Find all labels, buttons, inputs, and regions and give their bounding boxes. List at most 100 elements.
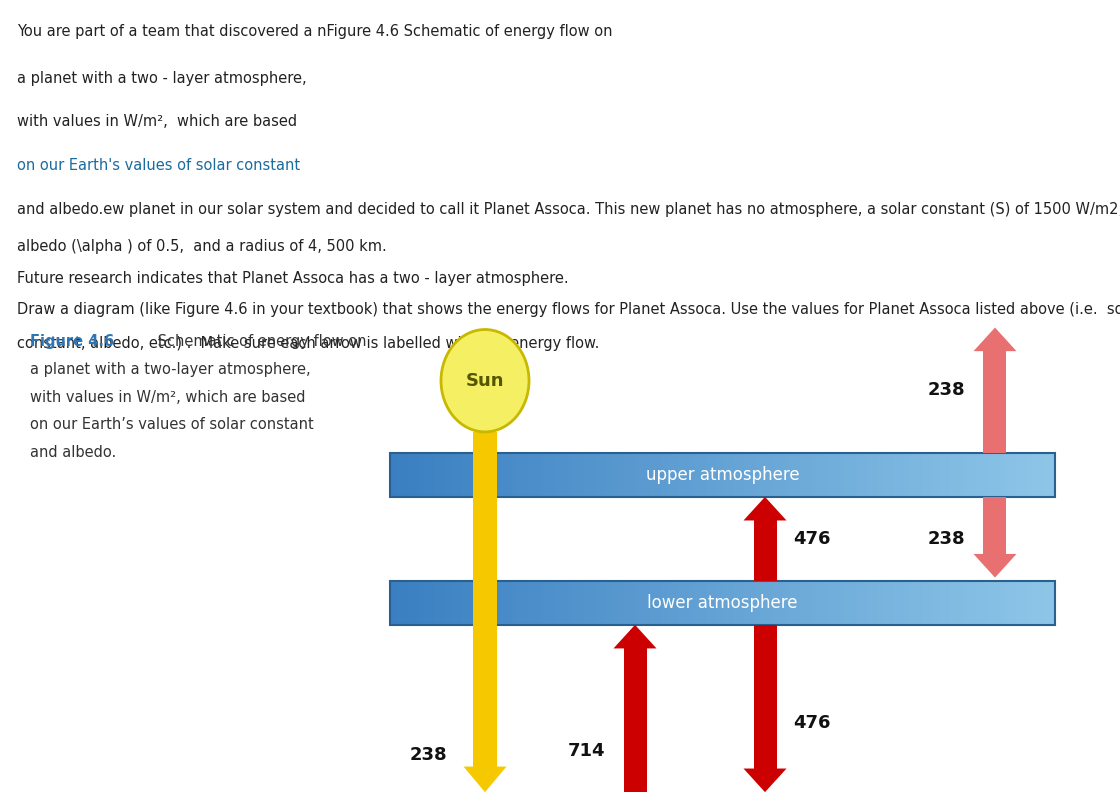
Bar xyxy=(816,581,822,625)
Bar xyxy=(617,452,623,497)
Bar xyxy=(722,452,728,497)
Bar xyxy=(656,581,662,625)
Text: upper atmosphere: upper atmosphere xyxy=(646,466,800,484)
Bar xyxy=(950,452,955,497)
Bar xyxy=(523,452,529,497)
Bar xyxy=(495,452,501,497)
Bar xyxy=(961,452,967,497)
Bar xyxy=(839,581,844,625)
Polygon shape xyxy=(973,554,1017,577)
Bar xyxy=(584,452,589,497)
Bar xyxy=(390,581,395,625)
Bar xyxy=(978,452,983,497)
Bar xyxy=(889,452,894,497)
Bar xyxy=(412,452,418,497)
Bar xyxy=(662,452,668,497)
Bar xyxy=(856,581,861,625)
Bar xyxy=(745,452,750,497)
Bar xyxy=(557,581,562,625)
Bar xyxy=(506,581,512,625)
Bar xyxy=(457,581,463,625)
Bar xyxy=(717,581,722,625)
Bar xyxy=(750,452,756,497)
Bar xyxy=(850,581,856,625)
Text: constant, albedo, etc.) .  Make sure each arrow is labelled with the energy flow: constant, albedo, etc.) . Make sure each… xyxy=(17,337,599,351)
Bar xyxy=(435,452,440,497)
Bar xyxy=(463,581,467,625)
Bar xyxy=(805,452,811,497)
Bar xyxy=(423,452,429,497)
Bar xyxy=(856,452,861,497)
Bar xyxy=(878,452,884,497)
Bar xyxy=(722,581,728,625)
Bar xyxy=(767,452,773,497)
Bar xyxy=(950,581,955,625)
Bar xyxy=(700,452,706,497)
Bar xyxy=(562,452,568,497)
Bar xyxy=(927,452,933,497)
Bar xyxy=(517,452,523,497)
Bar xyxy=(750,581,756,625)
Bar xyxy=(534,581,540,625)
Bar xyxy=(484,452,489,497)
Bar xyxy=(501,581,506,625)
Text: on our Earth's values of solar constant: on our Earth's values of solar constant xyxy=(17,158,300,173)
Bar xyxy=(423,581,429,625)
Bar xyxy=(922,452,927,497)
Bar xyxy=(662,581,668,625)
Polygon shape xyxy=(744,768,786,792)
Bar xyxy=(407,581,412,625)
Bar xyxy=(839,452,844,497)
Bar xyxy=(811,581,816,625)
Text: Schematic of energy flow on: Schematic of energy flow on xyxy=(153,334,366,350)
Bar xyxy=(739,452,745,497)
Bar xyxy=(711,452,717,497)
Bar xyxy=(972,452,978,497)
Bar xyxy=(955,452,961,497)
Bar xyxy=(1049,452,1055,497)
Bar xyxy=(983,581,989,625)
Bar xyxy=(894,581,899,625)
Bar xyxy=(911,452,916,497)
Bar xyxy=(967,581,972,625)
Bar xyxy=(762,452,767,497)
Bar xyxy=(668,452,673,497)
Text: 476: 476 xyxy=(793,715,831,732)
Bar xyxy=(861,452,867,497)
Text: and albedo.ew planet in our solar system and decided to call it Planet Assoca. T: and albedo.ew planet in our solar system… xyxy=(17,202,1120,217)
Polygon shape xyxy=(973,327,1017,351)
Bar xyxy=(700,581,706,625)
Bar xyxy=(589,581,595,625)
Bar xyxy=(623,452,628,497)
Bar xyxy=(474,432,496,767)
Ellipse shape xyxy=(441,330,529,432)
Bar xyxy=(995,452,999,497)
Bar xyxy=(679,452,683,497)
Bar xyxy=(822,581,828,625)
Bar xyxy=(395,581,401,625)
Bar xyxy=(673,581,679,625)
Bar xyxy=(640,452,645,497)
Bar xyxy=(584,581,589,625)
Bar xyxy=(867,452,872,497)
Bar xyxy=(878,581,884,625)
Bar xyxy=(939,581,944,625)
Bar xyxy=(595,452,600,497)
Text: 714: 714 xyxy=(568,742,605,759)
Bar xyxy=(489,452,495,497)
Bar xyxy=(833,581,839,625)
Bar xyxy=(572,581,578,625)
Text: albedo (\alpha ) of 0.5,  and a radius of 4, 500 km.: albedo (\alpha ) of 0.5, and a radius of… xyxy=(17,240,386,254)
Bar xyxy=(778,452,784,497)
Bar xyxy=(645,452,651,497)
Bar xyxy=(706,452,711,497)
Text: Draw a diagram (like Figure 4.6 in your textbook) that shows the energy flows fo: Draw a diagram (like Figure 4.6 in your … xyxy=(17,302,1120,317)
Bar xyxy=(734,581,739,625)
Bar xyxy=(867,581,872,625)
Bar xyxy=(1038,581,1044,625)
Bar xyxy=(568,452,572,497)
Bar xyxy=(816,452,822,497)
Bar xyxy=(850,452,856,497)
Text: and albedo.: and albedo. xyxy=(30,444,116,460)
Text: Sun: Sun xyxy=(466,371,504,390)
